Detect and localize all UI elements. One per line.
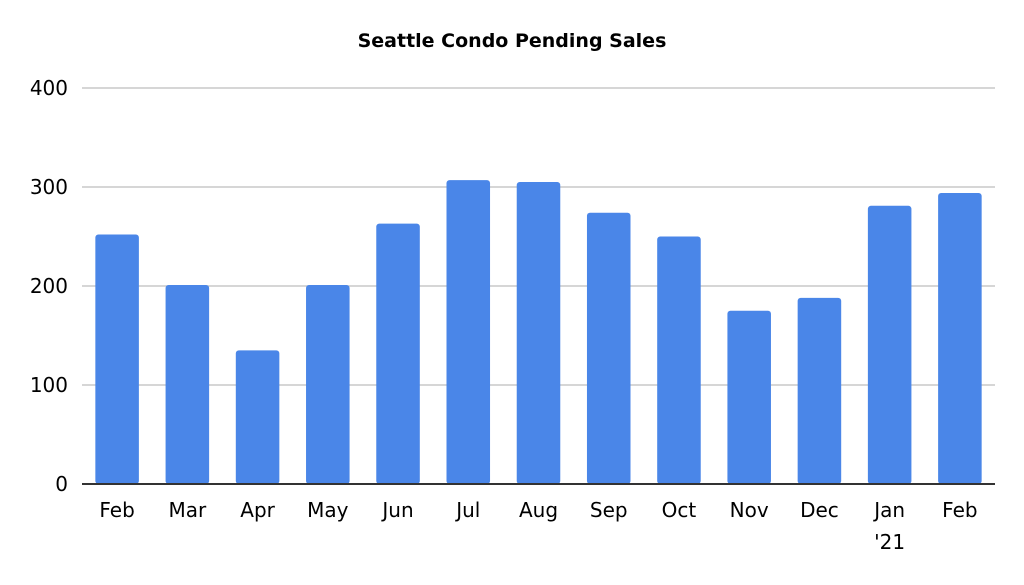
bar — [306, 285, 350, 484]
y-tick-label: 0 — [55, 472, 68, 496]
x-tick-label: Mar — [168, 498, 207, 522]
y-tick-label: 300 — [30, 175, 68, 199]
bar — [657, 236, 701, 484]
x-tick-label: Aug — [519, 498, 558, 522]
x-tick-label: Dec — [800, 498, 839, 522]
x-tick-label: Oct — [662, 498, 697, 522]
x-tick-label: Feb — [99, 498, 134, 522]
y-tick-label: 200 — [30, 274, 68, 298]
bar — [938, 192, 982, 484]
x-tick-label: Jul — [454, 498, 480, 522]
bar — [235, 350, 280, 484]
bar — [376, 223, 420, 484]
x-tick-label: Feb — [942, 498, 977, 522]
x-tick-label: Nov — [730, 498, 769, 522]
y-tick-label: 100 — [30, 373, 68, 397]
bar — [797, 297, 842, 484]
x-tick-label: Apr — [240, 498, 275, 522]
bar — [165, 285, 210, 484]
bar — [95, 234, 139, 484]
bar — [867, 205, 912, 484]
chart-title: Seattle Condo Pending Sales — [357, 30, 667, 52]
bar — [727, 310, 771, 484]
x-tick-label: May — [307, 498, 349, 522]
x-tick-label: Jan '21 — [872, 498, 905, 554]
x-tick-label: Jun — [380, 498, 413, 522]
x-tick-label: Sep — [590, 498, 628, 522]
bar — [516, 182, 561, 485]
y-tick-label: 400 — [30, 76, 68, 100]
bar — [586, 212, 631, 485]
bar — [446, 180, 491, 484]
